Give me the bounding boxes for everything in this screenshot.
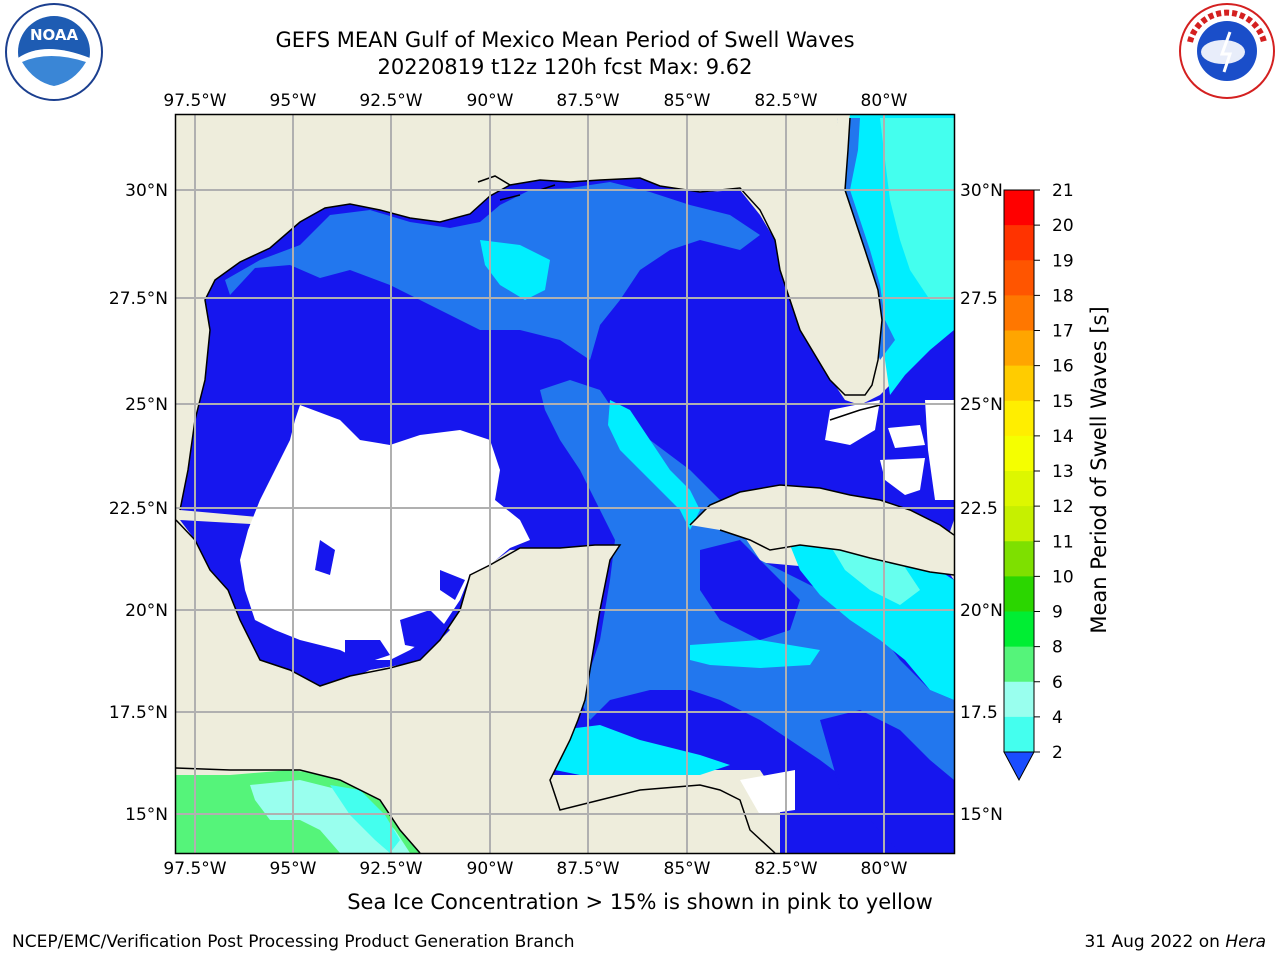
colorbar-tick-label: 17 — [1052, 322, 1074, 342]
colorbar-segment — [1004, 330, 1034, 367]
map-title-line2: 20220819 t12z 120h fcst Max: 9.62 — [377, 55, 753, 79]
lat-label: 30°N — [960, 181, 1003, 201]
colorbar-segment — [1004, 541, 1034, 577]
map-frame — [174, 113, 956, 855]
colorbar-segment — [1004, 435, 1034, 472]
lon-label: 95°W — [270, 91, 317, 111]
us-gulf-coast-land — [176, 115, 838, 520]
footer-date: 31 Aug 2022 on Hera — [1084, 932, 1266, 952]
colorbar-tick-label: 4 — [1052, 708, 1063, 728]
colorbar-segment — [1004, 716, 1034, 753]
colorbar-label: Mean Period of Swell Waves [s] — [1087, 306, 1111, 633]
colorbar-tick-label: 8 — [1052, 638, 1063, 658]
colorbar-segment — [1004, 506, 1034, 542]
lon-label: 85°W — [664, 859, 711, 879]
colorbar-tick-label: 9 — [1052, 603, 1063, 623]
graticule — [176, 115, 954, 853]
lon-label: 82.5°W — [754, 859, 817, 879]
colorbar-segment — [1004, 471, 1034, 507]
colorbar-tick-label: 16 — [1052, 357, 1074, 377]
noaa-text: NOAA — [30, 26, 79, 44]
colorbar-segment — [1004, 295, 1034, 331]
colorbar-tick-label: 18 — [1052, 286, 1074, 306]
map-title-line1: GEFS MEAN Gulf of Mexico Mean Period of … — [275, 28, 855, 52]
colorbar-tick-label: 21 — [1052, 181, 1074, 201]
lat-label: 20°N — [125, 601, 168, 621]
lat-label: 27.5 — [960, 289, 998, 309]
florida-land — [740, 118, 882, 395]
lon-label: 80°W — [861, 859, 908, 879]
lon-label: 82.5°W — [754, 91, 817, 111]
colorbar-segment — [1004, 681, 1034, 718]
colorbar-tick-label: 12 — [1052, 497, 1074, 517]
lon-label: 87.5°W — [556, 91, 619, 111]
colorbar-segment — [1004, 225, 1034, 261]
colorbar-segment — [1004, 260, 1034, 296]
colorbar — [1003, 189, 1035, 782]
colorbar-tick-label: 14 — [1052, 427, 1074, 447]
colorbar-segment — [1004, 646, 1034, 683]
lat-label: 20°N — [960, 601, 1003, 621]
lat-label: 22.5°N — [109, 499, 168, 519]
colorbar-tick-label: 20 — [1052, 216, 1074, 236]
lat-label: 22.5 — [960, 499, 998, 519]
lon-labels-top: 97.5°W 95°W 92.5°W 90°W 87.5°W 85°W 82.5… — [163, 91, 907, 111]
lat-label: 17.5 — [960, 703, 998, 723]
sea-ice-caption: Sea Ice Concentration > 15% is shown in … — [347, 890, 933, 914]
colorbar-segment — [1004, 190, 1034, 226]
lat-label: 17.5°N — [109, 703, 168, 723]
lat-label: 25°N — [125, 395, 168, 415]
lat-labels-right: 30°N 27.5 25°N 22.5 20°N 17.5 15°N — [960, 181, 1003, 825]
colorbar-extend-triangle — [1003, 751, 1035, 782]
lon-label: 92.5°W — [359, 91, 422, 111]
noaa-logo: NOAA — [5, 3, 103, 101]
colorbar-segment — [1004, 365, 1034, 402]
footer-host: Hera — [1225, 932, 1266, 952]
colorbar-tick-label: 6 — [1052, 673, 1063, 693]
lon-label: 85°W — [664, 91, 711, 111]
footer-org: NCEP/EMC/Verification Post Processing Pr… — [12, 932, 575, 952]
nws-logo — [1179, 3, 1275, 99]
lat-label: 25°N — [960, 395, 1003, 415]
no-data-region — [240, 405, 530, 660]
lon-label: 97.5°W — [163, 91, 226, 111]
lon-label: 87.5°W — [556, 859, 619, 879]
lat-label: 15°N — [125, 805, 168, 825]
lon-label: 90°W — [467, 859, 514, 879]
lat-label: 15°N — [960, 805, 1003, 825]
colorbar-tick-label: 2 — [1052, 743, 1063, 763]
colorbar-tick-label: 11 — [1052, 532, 1074, 552]
colorbar-segment — [1004, 400, 1034, 437]
coastline — [176, 117, 954, 853]
lat-label: 30°N — [125, 181, 168, 201]
colorbar-segment — [1004, 611, 1034, 648]
lon-label: 97.5°W — [163, 859, 226, 879]
lat-label: 27.5°N — [109, 289, 168, 309]
colorbar-tick-label: 13 — [1052, 462, 1074, 482]
lon-label: 95°W — [270, 859, 317, 879]
caribbean-swell — [790, 530, 954, 700]
footer-date-text: 31 Aug 2022 on — [1084, 932, 1220, 952]
lon-label: 90°W — [467, 91, 514, 111]
colorbar-ticks: 21 20 19 18 17 16 15 14 13 12 11 10 9 8 6 4 2 — [1034, 181, 1074, 763]
lon-labels-bottom: 97.5°W 95°W 92.5°W 90°W 87.5°W 85°W 82.5… — [163, 859, 907, 879]
colorbar-tick-label: 15 — [1052, 392, 1074, 412]
lat-labels-left: 30°N 27.5°N 25°N 22.5°N 20°N 17.5°N 15°N — [109, 181, 168, 825]
colorbar-segment — [1004, 576, 1034, 612]
colorbar-tick-label: 10 — [1052, 567, 1074, 587]
lon-label: 92.5°W — [359, 859, 422, 879]
lon-label: 80°W — [861, 91, 908, 111]
colorbar-tick-label: 19 — [1052, 251, 1074, 271]
